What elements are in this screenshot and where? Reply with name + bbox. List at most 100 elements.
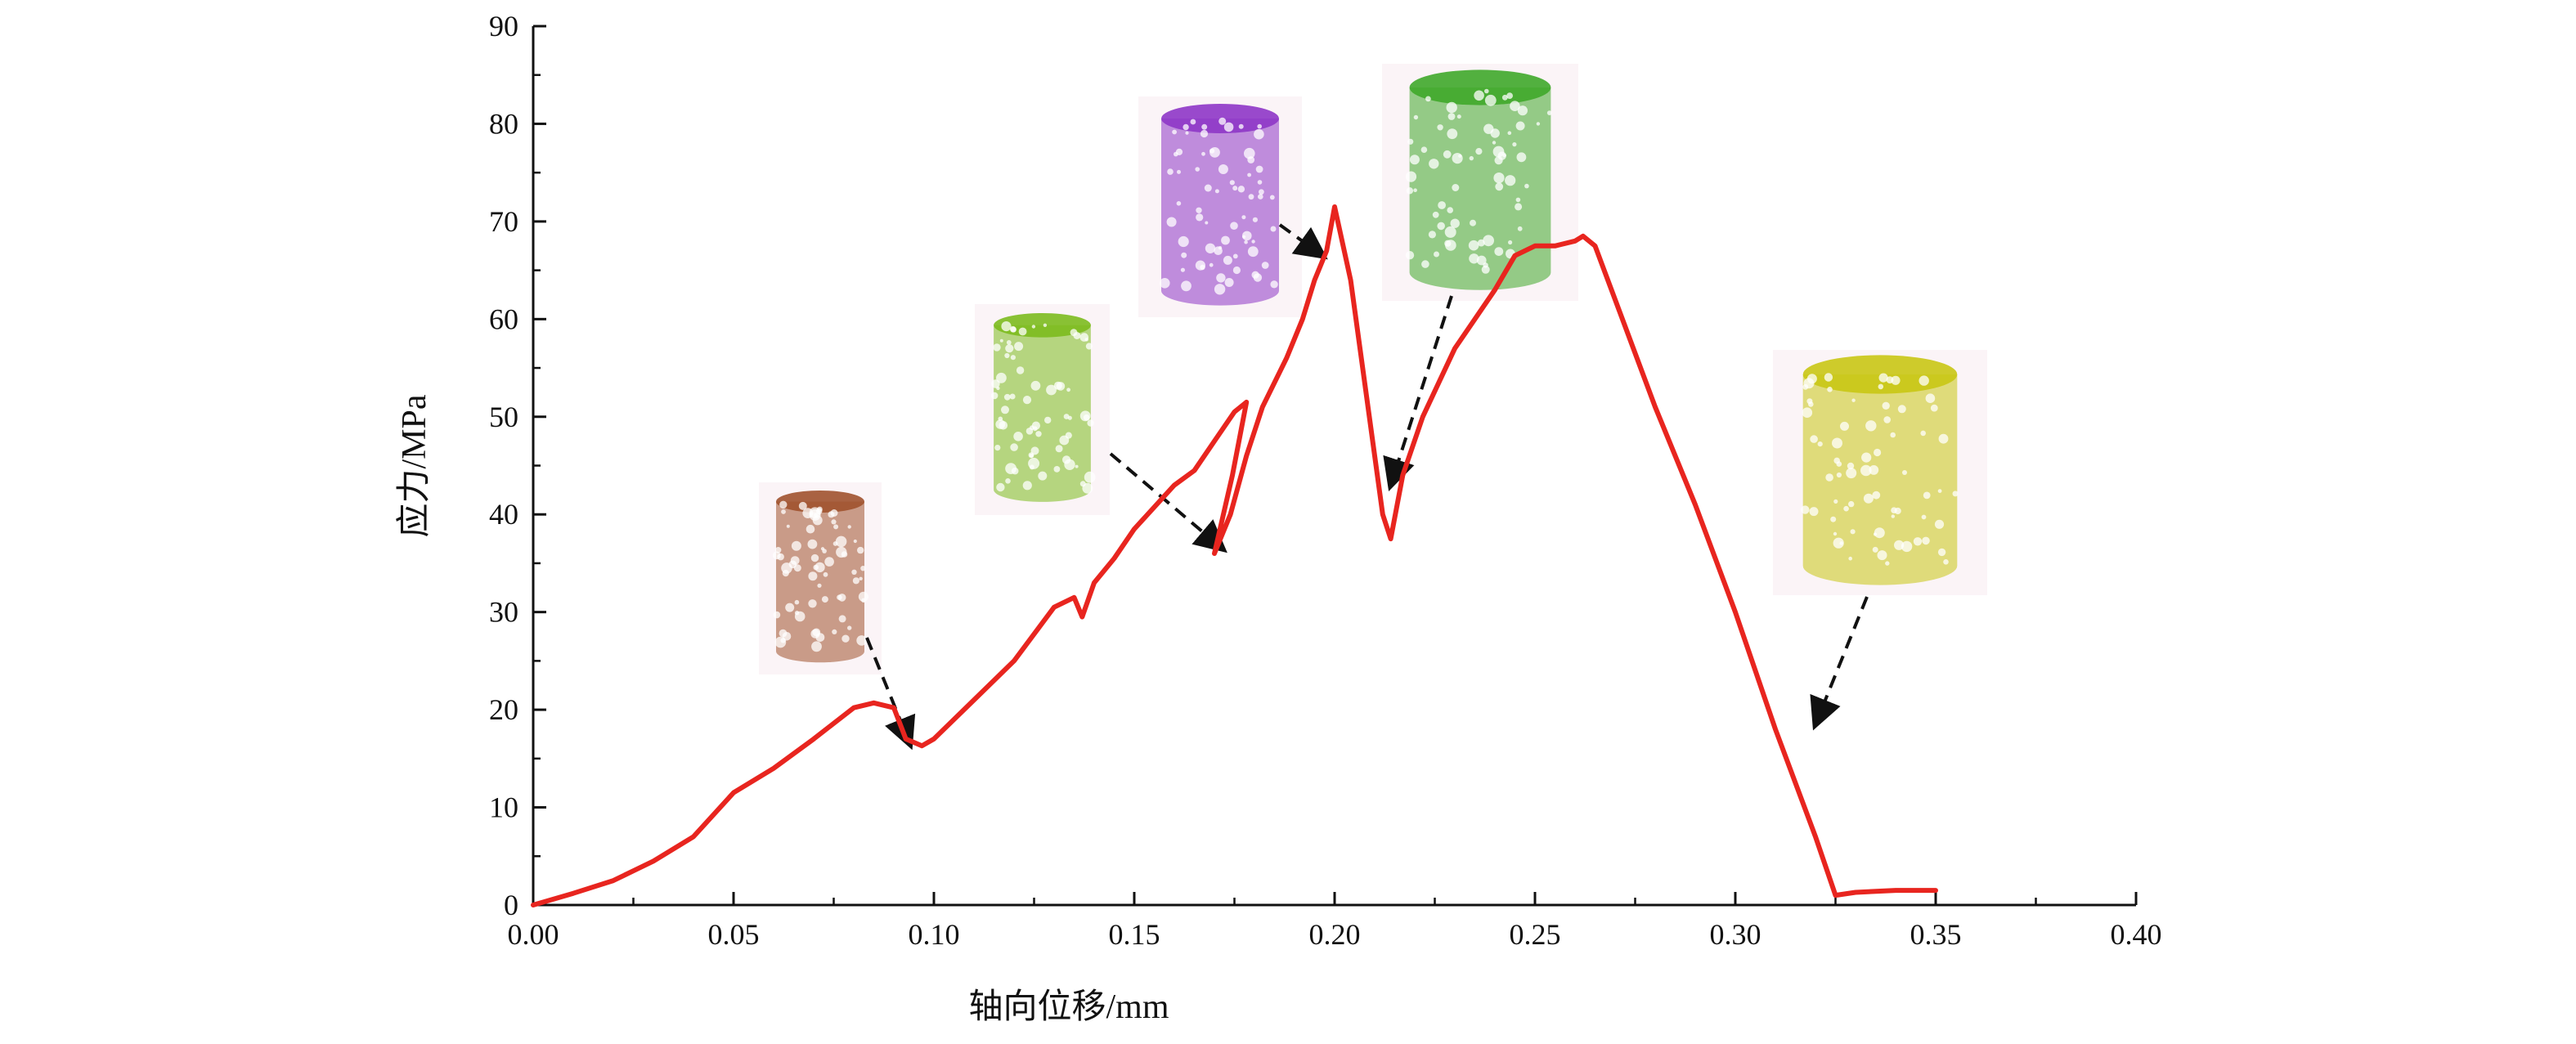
specimen-speckle xyxy=(807,539,818,549)
specimen-speckle xyxy=(1178,235,1189,248)
specimen-speckle xyxy=(857,546,864,554)
specimen-speckle xyxy=(1444,226,1456,238)
specimen-speckle xyxy=(1809,507,1819,517)
specimen-speckle xyxy=(1490,128,1500,138)
specimen-speckle xyxy=(1011,467,1019,475)
specimen-speckle xyxy=(1224,278,1234,287)
specimen-speckle xyxy=(811,641,822,652)
specimen-speckle xyxy=(998,416,1003,422)
specimen-speckle xyxy=(1261,262,1269,269)
specimen-speckle xyxy=(815,562,825,573)
annotation-arrow xyxy=(1278,223,1328,260)
specimen-speckle xyxy=(1421,260,1429,268)
specimen-speckle xyxy=(1022,396,1032,405)
specimen-speckle xyxy=(1874,448,1882,457)
specimen-speckle xyxy=(1010,443,1018,451)
specimen-speckle xyxy=(847,625,852,630)
specimen-speckle xyxy=(1817,441,1823,447)
specimen-speckle xyxy=(1232,253,1238,259)
specimen-speckle xyxy=(1244,240,1248,244)
x-tick-label: 0.40 xyxy=(2111,918,2162,951)
specimen-speckle xyxy=(1524,183,1529,189)
specimen-speckle xyxy=(821,596,828,603)
specimen-speckle xyxy=(1200,264,1205,271)
specimen-speckle xyxy=(1505,175,1516,186)
specimen-speckle xyxy=(1238,123,1244,129)
specimen-speckle xyxy=(1851,398,1856,402)
specimen-speckle xyxy=(1913,537,1923,546)
x-tick-label: 0.15 xyxy=(1109,918,1160,951)
specimen-speckle xyxy=(1891,514,1895,518)
specimen-speckle xyxy=(1925,393,1936,404)
specimen-speckle xyxy=(1848,500,1855,508)
y-tick-label: 0 xyxy=(504,889,518,921)
specimen-speckle xyxy=(1897,405,1906,414)
specimen-speckle xyxy=(1190,119,1196,125)
specimen-speckle xyxy=(1176,201,1182,206)
specimen-speckle xyxy=(1022,481,1032,491)
specimen-speckle xyxy=(1014,342,1024,352)
x-axis-title: 轴向位移/mm xyxy=(968,988,1169,1026)
specimen-speckle xyxy=(1474,90,1484,101)
specimen-speckle xyxy=(1046,384,1057,396)
specimen-speckle xyxy=(1510,101,1520,111)
specimen-speckle xyxy=(1501,94,1508,101)
specimen-speckle xyxy=(1223,122,1234,132)
specimen-speckle xyxy=(1025,428,1034,435)
specimen-speckle xyxy=(1515,197,1521,203)
specimen-speckle xyxy=(809,507,821,519)
specimen-speckle xyxy=(835,535,847,548)
specimen-speckle xyxy=(1056,382,1066,391)
specimen-speckle xyxy=(1502,153,1506,158)
specimen-speckle xyxy=(1053,466,1061,473)
specimen-speckle xyxy=(1218,164,1228,174)
specimen-speckle xyxy=(813,564,819,571)
specimen-speckle xyxy=(1850,529,1856,535)
x-tick-label: 0.00 xyxy=(508,918,559,951)
specimen-speckle xyxy=(851,569,857,575)
specimen-speckle xyxy=(1174,151,1178,157)
purple-rock-specimen-icon xyxy=(1138,96,1302,317)
specimen-speckle xyxy=(1824,373,1833,382)
specimen-speckle xyxy=(820,547,825,551)
specimen-speckle xyxy=(853,539,857,544)
specimen-speckle xyxy=(1890,432,1896,438)
specimen-speckle xyxy=(794,599,800,605)
specimen-speckle xyxy=(1201,151,1205,156)
specimen-cylinder-top xyxy=(994,312,1091,338)
specimen-speckle xyxy=(779,500,788,509)
specimen-speckle xyxy=(1515,121,1525,131)
specimen-speckle xyxy=(810,629,820,638)
specimen-speckle xyxy=(1507,131,1512,135)
specimen-speckle xyxy=(1484,88,1489,94)
specimen-speckle xyxy=(1447,113,1456,120)
specimen-speckle xyxy=(1183,123,1189,131)
specimen-speckle xyxy=(1028,457,1040,469)
specimen-speckle xyxy=(1873,532,1878,536)
specimen-speckle xyxy=(1943,559,1949,565)
specimen-speckle xyxy=(1009,325,1016,333)
specimen-speckle xyxy=(1218,117,1227,125)
specimen-speckle xyxy=(1872,491,1881,500)
specimen-speckle xyxy=(1937,548,1946,557)
specimen-speckle xyxy=(1447,207,1453,213)
specimen-speckle xyxy=(1894,507,1901,515)
specimen-speckle xyxy=(1446,101,1457,114)
specimen-speckle xyxy=(1922,536,1930,545)
specimen-speckle xyxy=(1029,453,1034,458)
annotation-arrow xyxy=(1109,452,1227,553)
specimen-speckle xyxy=(990,392,999,400)
specimen-speckle xyxy=(1196,207,1202,213)
specimen-speckle xyxy=(1214,284,1226,295)
specimen-speckle xyxy=(1860,464,1872,477)
specimen-speckle xyxy=(1055,445,1063,453)
specimen-speckle xyxy=(828,511,835,518)
specimen-speckle xyxy=(1216,273,1226,283)
specimen-speckle xyxy=(1257,180,1263,185)
specimen-speckle xyxy=(1201,123,1208,130)
specimen-cylinder-top xyxy=(1802,355,1958,394)
specimen-speckle xyxy=(1923,491,1931,500)
specimen-speckle xyxy=(1251,240,1255,244)
specimen-speckle xyxy=(1073,332,1081,339)
